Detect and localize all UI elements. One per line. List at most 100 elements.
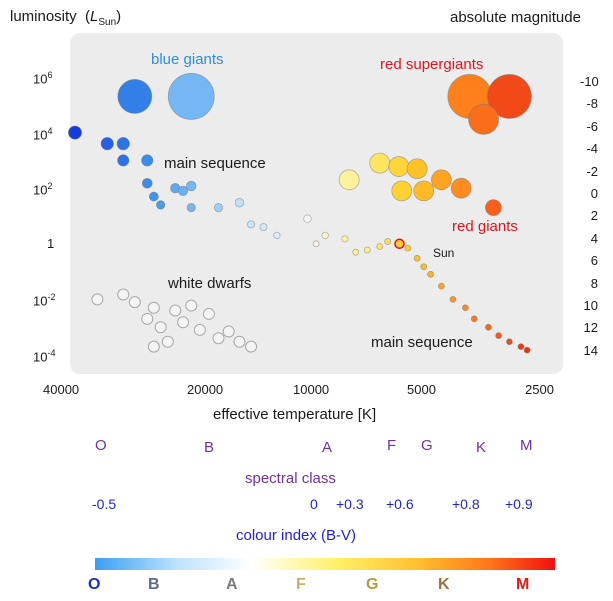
mag-tick: 2 (590, 208, 598, 224)
sun-star (394, 238, 405, 250)
x-tick-20000: 20000 (187, 382, 224, 397)
label-main-sequence-upper: main sequence (164, 155, 266, 172)
white-dwarfs-star (212, 332, 225, 345)
label-white-dwarfs: white dwarfs (168, 275, 252, 292)
white-dwarfs-star (193, 323, 206, 336)
mag-tick: 0 (590, 186, 598, 201)
mag-tick: -8 (586, 96, 598, 112)
red-giants-star (485, 199, 502, 217)
spectral-class-B: B (204, 439, 215, 456)
main-sequence-star (100, 137, 114, 151)
main-sequence-star (303, 214, 312, 223)
main-sequence-star (462, 304, 469, 312)
red-giants-star (450, 177, 472, 199)
main-sequence-star (177, 185, 189, 197)
colour-index-A: 0 (310, 496, 318, 512)
red-giants-star (391, 180, 413, 202)
colour-index-title: colour index (B-V) (236, 527, 357, 544)
main-sequence-star (404, 244, 412, 252)
main-sequence-star (321, 231, 329, 240)
blue-giants-star (167, 73, 215, 120)
mag-tick: 4 (590, 230, 598, 246)
white-dwarfs-star (222, 325, 235, 338)
main-sequence-star (427, 270, 434, 278)
colour-index-O: -0.5 (92, 496, 117, 512)
mag-tick: -4 (586, 141, 598, 157)
main-sequence-star (470, 315, 478, 323)
red-supergiants-star (487, 74, 532, 119)
right-axis-title: absolute magnitude (450, 9, 581, 26)
red-giants-star (413, 180, 435, 202)
red-giants-star (388, 156, 410, 177)
main-sequence-star (420, 263, 428, 271)
red-giants-star (431, 169, 452, 191)
main-sequence-star (384, 238, 392, 246)
spectral-class-title: spectral class (245, 470, 336, 487)
main-sequence-star (341, 235, 349, 243)
main-sequence-star (185, 180, 197, 192)
red-supergiants-star (468, 103, 499, 135)
colour-bar-letter: K (438, 576, 450, 593)
x-axis-title: effective temperature [K] (213, 406, 377, 423)
y-tick-1: 1 (47, 236, 55, 251)
white-dwarfs-star (233, 335, 246, 348)
main-sequence-star (495, 332, 502, 339)
colour-bar-letter: O (88, 576, 101, 593)
stars-group (68, 73, 532, 354)
label-red-supergiants: red supergiants (380, 56, 484, 73)
white-dwarfs-star (147, 340, 160, 353)
spectral-class-O: O (95, 437, 107, 454)
white-dwarfs-star (147, 301, 160, 314)
white-dwarfs-star (117, 288, 130, 301)
mag-tick: 6 (590, 253, 598, 269)
label-sun: Sun (433, 246, 455, 260)
main-sequence-star (363, 246, 371, 254)
x-tick-5000: 5000 (407, 382, 436, 397)
y-axis-title: luminosity (LSun) (10, 8, 122, 28)
main-sequence-star (517, 343, 525, 351)
white-dwarfs-star (154, 321, 167, 334)
main-sequence-star (312, 240, 320, 248)
main-sequence-star (247, 220, 256, 229)
main-sequence-star (186, 203, 196, 213)
colour-index-G: +0.6 (386, 496, 414, 512)
main-sequence-star (68, 125, 83, 140)
colour-bar-letter: G (366, 576, 379, 593)
main-sequence-star (273, 231, 281, 240)
main-sequence-star (376, 243, 384, 250)
main-sequence-star (213, 203, 224, 213)
blue-giants-star (117, 79, 153, 114)
colour-bar-letter: A (226, 576, 238, 593)
white-dwarfs-star (185, 299, 198, 312)
mag-tick: 14 (583, 342, 598, 358)
y-tick-1e4: 104 (33, 126, 53, 143)
label-red-giants: red giants (452, 218, 518, 235)
white-dwarfs-star (177, 316, 190, 329)
main-sequence-star (117, 154, 130, 167)
white-dwarfs-star (202, 307, 215, 320)
red-giants-star (406, 158, 428, 180)
spectral-class-A: A (322, 439, 333, 456)
mag-tick: -10 (580, 74, 599, 89)
main-sequence-star (506, 338, 513, 346)
spectral-class-M: M (520, 437, 533, 454)
colour-bar-letter: F (296, 576, 306, 593)
white-dwarfs-star (91, 293, 104, 306)
y-tick-1e-4: 10-4 (33, 348, 56, 365)
main-sequence-star (259, 223, 268, 232)
mag-tick: -6 (586, 118, 598, 134)
spectral-class-K: K (476, 439, 487, 456)
main-sequence-star (156, 200, 166, 210)
colour-bar-letter: B (148, 576, 160, 593)
y-tick-1e2: 102 (33, 181, 53, 198)
colour-bar (95, 558, 555, 570)
colour-index-F: +0.3 (336, 496, 364, 512)
main-sequence-star (485, 323, 492, 331)
label-main-sequence-lower: main sequence (371, 334, 473, 351)
spectral-class-G: G (421, 437, 433, 454)
main-sequence-star (413, 254, 421, 262)
main-sequence-star (523, 346, 531, 354)
colour-index-K: +0.8 (452, 496, 480, 512)
x-tick-40000: 40000 (43, 382, 80, 397)
